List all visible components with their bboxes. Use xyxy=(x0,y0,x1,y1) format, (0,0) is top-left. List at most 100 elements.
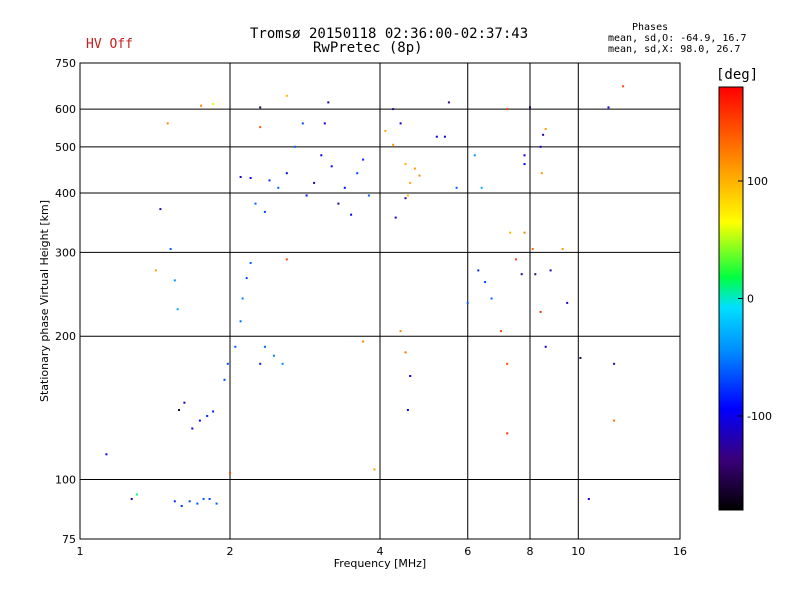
data-point xyxy=(226,362,229,365)
data-point xyxy=(515,258,517,261)
data-point xyxy=(202,498,205,500)
x-tick-label: 1 xyxy=(77,545,84,558)
data-point xyxy=(480,186,483,189)
data-point xyxy=(263,345,266,348)
data-point xyxy=(191,427,194,430)
data-point xyxy=(212,410,215,413)
y-tick-label: 300 xyxy=(55,246,76,259)
colorbar-unit: [deg] xyxy=(716,67,759,83)
data-point xyxy=(206,415,209,417)
data-point xyxy=(399,122,402,125)
data-point xyxy=(200,104,203,107)
data-point xyxy=(212,103,215,105)
data-point xyxy=(542,133,545,136)
data-point xyxy=(473,154,476,157)
data-point xyxy=(534,273,537,276)
colorbar-tick-label: -100 xyxy=(747,410,772,423)
colorbar-tick-label: 100 xyxy=(747,175,768,188)
data-point xyxy=(404,197,407,200)
data-point xyxy=(409,375,412,377)
data-point xyxy=(173,279,176,282)
data-point xyxy=(399,330,402,333)
data-point xyxy=(413,167,416,170)
data-point xyxy=(540,172,543,175)
data-point xyxy=(215,502,218,505)
data-point xyxy=(531,248,534,250)
data-point xyxy=(249,177,252,179)
y-tick-label: 600 xyxy=(55,103,76,116)
data-point xyxy=(285,94,288,97)
data-point xyxy=(579,357,582,359)
data-point xyxy=(607,106,610,109)
plot-frame xyxy=(79,62,681,540)
phase-stats-o: mean, sd,O: -64.9, 16.7 xyxy=(608,33,747,44)
data-point xyxy=(622,85,625,88)
data-point xyxy=(188,500,191,503)
data-point xyxy=(313,181,316,184)
data-point xyxy=(254,202,257,205)
grid-lines xyxy=(80,63,680,539)
data-point xyxy=(406,194,409,197)
x-tick-label: 2 xyxy=(227,545,234,558)
data-point xyxy=(343,186,346,189)
data-point xyxy=(356,172,359,175)
data-point xyxy=(613,362,616,365)
chart-title: Tromsø 20150118 02:36:00-02:37:43 xyxy=(250,26,529,42)
data-point xyxy=(281,362,284,365)
data-point xyxy=(500,330,503,333)
data-point xyxy=(544,345,547,348)
data-point xyxy=(330,165,333,168)
data-point xyxy=(337,202,340,205)
data-point xyxy=(409,181,412,184)
data-point xyxy=(263,210,266,213)
data-point xyxy=(183,401,186,404)
x-tick-label: 8 xyxy=(527,545,534,558)
data-point xyxy=(418,174,421,177)
x-tick-label: 10 xyxy=(571,545,585,558)
data-point xyxy=(392,108,395,111)
y-tick-label: 500 xyxy=(55,141,76,154)
data-point xyxy=(159,208,162,211)
data-point xyxy=(196,502,199,505)
data-point xyxy=(406,409,409,411)
x-axis-label: Frequency [MHz] xyxy=(334,557,426,570)
data-point xyxy=(249,262,252,264)
data-point xyxy=(305,194,308,197)
data-point xyxy=(392,143,395,146)
data-point xyxy=(506,108,509,111)
data-point xyxy=(477,269,480,272)
data-point xyxy=(362,340,365,343)
data-point xyxy=(447,101,450,104)
chart-subtitle: RwPretec (8p) xyxy=(313,40,423,56)
data-point xyxy=(466,301,469,304)
colorbar-ticks: 100 0 -100 xyxy=(738,175,772,423)
data-point xyxy=(523,154,526,157)
data-point xyxy=(176,308,179,311)
data-point xyxy=(166,122,169,125)
data-point xyxy=(373,468,376,471)
y-tick-label: 400 xyxy=(55,187,76,200)
x-tick-label: 6 xyxy=(464,545,471,558)
data-point xyxy=(130,498,133,500)
data-point xyxy=(272,354,275,357)
data-point xyxy=(367,194,370,197)
x-tick-label: 16 xyxy=(673,545,687,558)
data-point xyxy=(239,320,242,323)
y-tick-label: 75 xyxy=(62,533,76,546)
data-point xyxy=(506,432,509,435)
data-point xyxy=(169,248,172,250)
data-points xyxy=(105,85,625,507)
data-point xyxy=(587,498,590,500)
data-point xyxy=(241,297,244,300)
data-point xyxy=(566,301,569,304)
hv-status: HV Off xyxy=(86,37,133,52)
data-point xyxy=(320,154,323,157)
data-point xyxy=(443,135,446,138)
data-point xyxy=(539,310,542,313)
phase-stats-x: mean, sd,X: 98.0, 26.7 xyxy=(608,44,741,55)
data-point xyxy=(229,472,231,475)
data-point xyxy=(362,158,365,161)
x-tick-label: 4 xyxy=(377,545,384,558)
data-point xyxy=(484,281,487,283)
